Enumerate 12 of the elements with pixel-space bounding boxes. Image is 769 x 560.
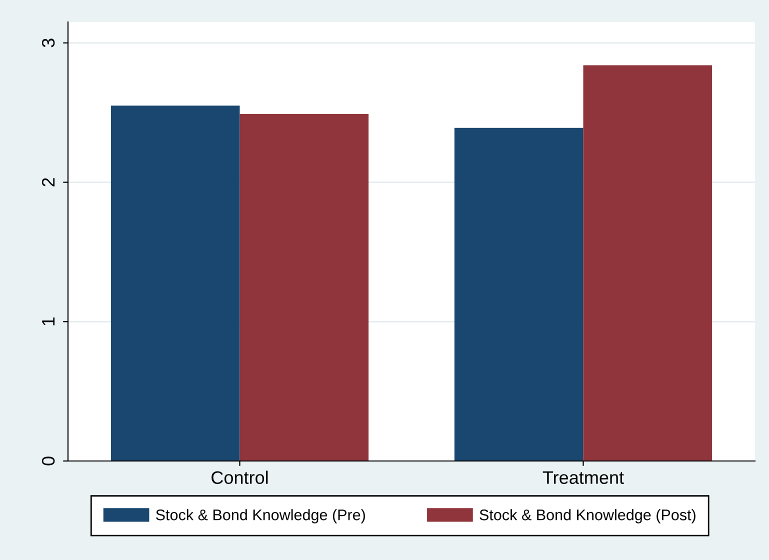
- bar: [454, 128, 584, 461]
- y-tick-label: 1: [42, 317, 55, 326]
- legend-label: Stock & Bond Knowledge (Pre): [156, 509, 365, 524]
- x-tick-label: Treatment: [542, 471, 624, 484]
- x-tick-label: Control: [212, 470, 268, 484]
- bar: [110, 106, 240, 461]
- bar: [240, 114, 369, 461]
- legend-label: Stock & Bond Knowledge (Post): [480, 509, 696, 524]
- y-tick-label: 0: [42, 456, 55, 466]
- bar: [583, 65, 712, 461]
- y-tick-label: 2: [42, 178, 55, 186]
- y-tick-label: 3: [42, 38, 55, 48]
